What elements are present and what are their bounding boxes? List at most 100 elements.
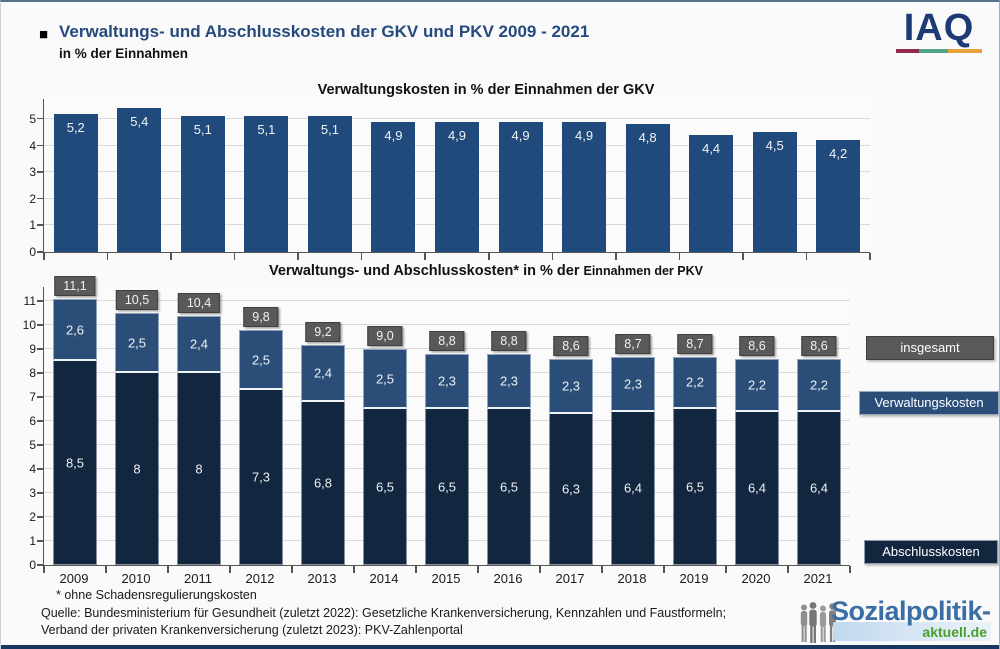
year-label-2014: 2014 (369, 571, 399, 586)
y-axis-label: 7 (29, 390, 36, 405)
gkv-bar-2010: 5,4 (117, 108, 162, 252)
gkv-bar-2014: 4,9 (371, 121, 416, 252)
abschlusskosten-segment-2019: 6,5 (673, 409, 717, 565)
y-axis-tick (37, 564, 44, 566)
y-axis-tick (37, 300, 44, 302)
abschlusskosten-segment-2018: 6,4 (611, 411, 655, 565)
gkv-bar-value-label: 4,5 (765, 138, 784, 154)
year-label-2009: 2009 (59, 571, 89, 586)
abschlusskosten-value-label: 6,5 (499, 479, 519, 495)
y-axis-label: 10 (22, 318, 36, 333)
y-axis-tick (37, 372, 44, 374)
y-axis-label: 8 (29, 366, 36, 381)
x-axis-tick (601, 566, 603, 573)
x-axis-tick (43, 253, 45, 260)
gkv-bar-2009: 5,2 (53, 113, 98, 252)
year-label-2017: 2017 (555, 571, 585, 586)
y-axis-tick (37, 516, 44, 518)
year-label-2019: 2019 (679, 571, 709, 586)
source-line-2: Verband der privaten Krankenversicherung… (41, 623, 463, 637)
abschlusskosten-value-label: 6,5 (375, 479, 395, 495)
verwaltungskosten-value-label: 2,3 (561, 378, 581, 394)
bottom-divider (1, 645, 999, 649)
abschlusskosten-segment-2012: 7,3 (239, 390, 283, 565)
insgesamt-total-label-2017: 8,6 (553, 335, 589, 356)
y-axis-label: 4 (29, 462, 36, 477)
page-title: Verwaltungs- und Abschlusskosten der GKV… (59, 22, 590, 41)
verwaltungskosten-segment-2011: 2,4 (177, 315, 221, 374)
verwaltungskosten-value-label: 2,6 (65, 322, 85, 338)
y-axis-tick (37, 171, 44, 173)
sozialpolitik-aktuell-logo: Sozialpolitik- aktuell.de (799, 596, 991, 644)
logo-band (833, 622, 991, 641)
verwaltungskosten-segment-2021: 2,2 (797, 358, 841, 412)
abschlusskosten-segment-2017: 6,3 (549, 414, 593, 565)
x-axis-tick (551, 253, 554, 260)
iaq-logo-underline (896, 49, 982, 53)
gkv-bar-value-label: 5,1 (257, 122, 276, 138)
abschlusskosten-value-label: 8 (195, 461, 203, 477)
gkv-bar-value-label: 5,1 (320, 122, 339, 138)
x-axis-tick (105, 566, 107, 573)
y-axis-label: 1 (29, 218, 36, 233)
y-axis-tick (37, 324, 44, 326)
verwaltungskosten-segment-2014: 2,5 (363, 349, 407, 410)
gkv-bar-2016: 4,9 (498, 121, 543, 252)
x-axis-tick (615, 253, 617, 260)
x-axis-tick (415, 566, 417, 573)
x-axis-tick (539, 566, 541, 573)
x-axis-tick (849, 566, 851, 573)
pkv-chart-title-small: Einnahmen der PKV (583, 264, 703, 278)
abschlusskosten-value-label: 6,5 (437, 479, 457, 495)
abschlusskosten-segment-2021: 6,4 (797, 411, 841, 565)
x-axis-tick (725, 566, 727, 573)
verwaltungskosten-segment-2015: 2,3 (425, 354, 469, 410)
x-axis-tick (167, 566, 169, 573)
insgesamt-total-label-2020: 8,6 (739, 335, 775, 356)
verwaltungskosten-segment-2018: 2,3 (611, 356, 655, 412)
y-axis-tick (37, 224, 44, 226)
y-axis-label: 4 (29, 138, 36, 153)
x-axis-tick (106, 253, 109, 260)
gkv-bar-value-label: 4,2 (829, 146, 848, 162)
insgesamt-total-label-2019: 8,7 (677, 333, 713, 354)
gridline (44, 117, 870, 119)
verwaltungskosten-value-label: 2,3 (623, 376, 643, 392)
brand-subtitle: aktuell.de (922, 624, 987, 640)
legend-verwaltungskosten: Verwaltungskosten (859, 391, 999, 415)
abschlusskosten-value-label: 6,8 (313, 475, 333, 491)
abschlusskosten-segment-2020: 6,4 (735, 411, 779, 565)
insgesamt-total-label-2013: 9,2 (305, 321, 341, 342)
gkv-chart-plot: 0 1 2 3 4 5 5,2 5,4 5,1 5,1 5,1 4,9 4,9 4,9 4,9 4,8 4,4 4… (29, 99, 871, 260)
x-axis-tick (291, 566, 293, 573)
x-axis-tick (869, 253, 871, 260)
insgesamt-total-label-2021: 8,6 (801, 335, 837, 356)
y-axis-tick (37, 468, 44, 470)
y-axis-tick (37, 492, 44, 494)
x-axis-tick (787, 566, 789, 573)
gkv-bar-2021: 4,2 (816, 140, 861, 252)
year-label-2015: 2015 (431, 571, 461, 586)
verwaltungskosten-value-label: 2,2 (809, 377, 829, 393)
verwaltungskosten-value-label: 2,3 (437, 373, 457, 389)
source-line-1: Quelle: Bundesministerium für Gesundheit… (41, 606, 727, 620)
year-label-2013: 2013 (307, 571, 337, 586)
pkv-chart-plot: 0 1 2 3 4 5 6 7 8 9 10 11 8,5 2,6 11,1 8 2,5 10,5 8 2,4 10,4… (23, 275, 851, 573)
x-axis-tick (805, 253, 808, 260)
y-axis-label: 1 (29, 534, 36, 549)
y-axis-label: 5 (29, 438, 36, 453)
verwaltungskosten-segment-2013: 2,4 (301, 344, 345, 403)
x-axis-tick (663, 566, 665, 573)
year-label-2021: 2021 (803, 571, 833, 586)
gkv-bar-2017: 4,9 (562, 121, 607, 252)
abschlusskosten-segment-2010: 8 (115, 373, 159, 565)
y-axis-tick (37, 420, 44, 422)
x-axis-tick (742, 253, 744, 260)
y-axis-tick (37, 144, 44, 147)
title-bullet-icon: ■ (39, 26, 49, 43)
gkv-bar-value-label: 4,9 (384, 127, 403, 143)
insgesamt-total-label-2018: 8,7 (615, 333, 651, 354)
abschlusskosten-segment-2013: 6,8 (301, 402, 345, 565)
y-axis-tick (37, 117, 44, 120)
abschlusskosten-value-label: 6,5 (685, 479, 705, 495)
